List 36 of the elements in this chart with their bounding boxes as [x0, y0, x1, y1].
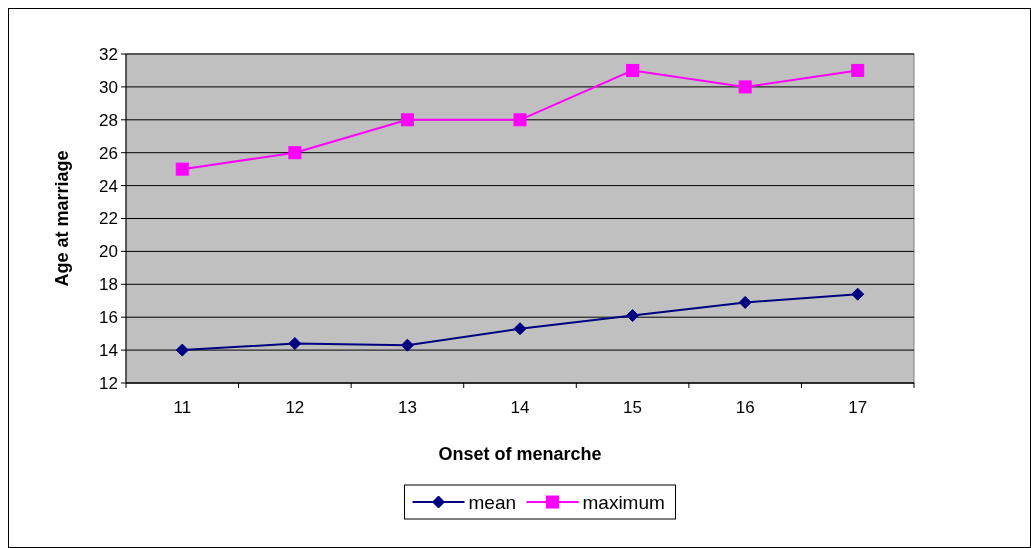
- point: [400, 338, 414, 352]
- y-tick-label: 26: [99, 143, 118, 163]
- y-tick-label: 20: [99, 242, 118, 262]
- legend-label: mean: [468, 491, 517, 513]
- point: [513, 322, 527, 336]
- point: [400, 113, 414, 127]
- y-tick-label: 30: [99, 77, 118, 97]
- point: [288, 337, 302, 351]
- y-tick-label: 32: [99, 44, 118, 64]
- legend-label: maximum: [582, 491, 665, 513]
- x-tick-label: 15: [623, 398, 643, 417]
- y-tick-label: 18: [99, 275, 118, 295]
- y-tick-label: 22: [99, 209, 118, 229]
- y-tick-label: 14: [99, 341, 118, 361]
- point: [288, 146, 302, 160]
- point: [626, 309, 640, 323]
- point: [851, 63, 865, 77]
- y-tick-label: 28: [99, 110, 118, 130]
- point: [175, 162, 189, 176]
- x-tick-label: 16: [735, 398, 755, 417]
- y-tick-label: 12: [99, 373, 118, 393]
- y-tick-label: 24: [99, 176, 118, 196]
- x-tick-label: 11: [173, 398, 192, 417]
- x-tick-label: 12: [285, 398, 305, 417]
- y-tick-label: 16: [99, 308, 118, 328]
- x-axis-title: Onset of menarche: [438, 444, 602, 464]
- point: [738, 80, 752, 94]
- point: [851, 287, 865, 301]
- point: [175, 343, 189, 357]
- x-tick-label: 17: [848, 398, 868, 417]
- x-tick-label: 14: [510, 398, 530, 417]
- point: [738, 295, 752, 309]
- point: [513, 113, 527, 127]
- y-axis-title: Age at marriage: [52, 150, 72, 287]
- point: [626, 63, 640, 77]
- x-tick-label: 13: [397, 398, 417, 417]
